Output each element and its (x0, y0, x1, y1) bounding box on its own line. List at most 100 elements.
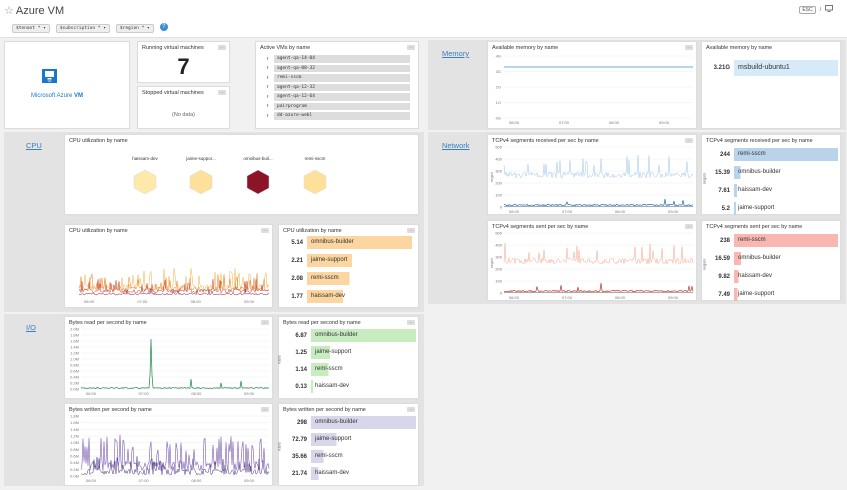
toplist-row[interactable]: 298 omnibus-builder (283, 416, 416, 429)
memory-group-label[interactable]: Memory (442, 49, 470, 58)
y-tick-label: 0.4M (70, 460, 79, 465)
x-tick-label: 06:00 (509, 120, 520, 125)
io-write-toplist-panel: Bytes written per second by name ⋯ 298 om… (277, 403, 419, 486)
toplist-row[interactable]: 7.61 haissam-dev (706, 184, 838, 197)
toplist-row[interactable]: 9.82 haissam-dev (706, 270, 838, 283)
y-tick-label: 1.8M (70, 414, 79, 419)
active-vm-item[interactable]: ↑ pairprogram (266, 102, 410, 112)
net-recv-toplist-title: TCPv4 segments received per sec by name (706, 138, 813, 144)
panel-menu-button[interactable]: ⋯ (218, 45, 226, 50)
y-tick-label: 100 (495, 279, 502, 284)
running-vms-value: 7 (177, 54, 190, 79)
toplist-axis-label: segs/s (701, 172, 707, 185)
panel-menu-button[interactable]: ⋯ (685, 138, 693, 143)
help-icon[interactable]: ? (159, 23, 168, 31)
active-vm-item[interactable]: ↑ agent-qa-12-64 (266, 92, 410, 102)
toplist-label: haissam-dev (307, 290, 412, 303)
toplist-row[interactable]: 1.77 haissam-dev (279, 290, 412, 303)
toplist-row[interactable]: 1.25 jaime-support (283, 346, 416, 359)
arrow-up-icon: ↑ (266, 74, 270, 81)
toplist-value: 16.59 (714, 255, 730, 262)
panel-menu-button[interactable]: ⋯ (407, 407, 415, 412)
subscription-variable[interactable]: $subscription * ▾ (55, 24, 110, 33)
active-vm-item[interactable]: ↑ agent-qa-14-04 (266, 54, 410, 64)
y-tick-label: 1.0M (70, 357, 79, 362)
net-recv-timeseries-chart[interactable]: 500 400 300 200 100 0 06:00 07:00 08:00 09:00 segs… (488, 135, 698, 216)
toplist-value: 1.25 (295, 349, 307, 356)
x-tick-label: 09:00 (659, 120, 670, 125)
net-sent-timeseries-chart[interactable]: 500 400 300 200 100 0 06:00 07:00 08:00 09:00 segs… (488, 221, 698, 302)
memory-timeseries-panel: Available memory by name ⋯ 4G 3G 2G 1G 0G 06:… (487, 41, 697, 129)
panel-menu-button[interactable]: ⋯ (685, 45, 693, 50)
memory-toplist-title: Available memory by name (706, 45, 773, 51)
active-vm-item[interactable]: ↑ dd-azure-webl (266, 111, 410, 121)
io-group-label[interactable]: I/O (26, 323, 37, 332)
toplist-row[interactable]: 35.66 remi-sscm (283, 450, 416, 463)
y-tick-label: 1.4M (70, 345, 79, 350)
panel-menu-button[interactable]: ⋯ (218, 90, 226, 95)
panel-menu-button[interactable]: ⋯ (407, 228, 415, 233)
panel-menu-button[interactable]: ⋯ (261, 407, 269, 412)
io-read-timeseries-chart[interactable]: 2.0M1.8M1.6M1.4M1.2M1.0M0.8M0.6M0.4M0.2M… (65, 317, 274, 400)
io-write-timeseries-chart[interactable]: 1.8M1.6M 1.4M 1.2M1.0M 0.8M 0.6M0.4M 0.2M 0.0M… (65, 404, 274, 487)
toplist-label: remi-sscm (734, 234, 838, 247)
panel-menu-button[interactable]: ⋯ (261, 228, 269, 233)
y-tick-label: 400 (495, 243, 502, 248)
y-tick-label: 2.0M (70, 327, 79, 332)
esc-key-button[interactable]: ESC (799, 5, 816, 14)
hostmap-hexagon[interactable] (303, 169, 327, 195)
toplist-row[interactable]: 6.87 omnibus-builder (283, 329, 416, 342)
y-tick-label: 100 (495, 193, 502, 198)
panel-menu-button[interactable]: ⋯ (685, 224, 693, 229)
y-tick-label: 1.6M (70, 339, 79, 344)
net-sent-timeseries-title: TCPv4 segments sent per sec by name (492, 224, 589, 230)
hostmap-hexagon[interactable] (133, 169, 157, 195)
cpu-group-label[interactable]: CPU (26, 141, 42, 150)
panel-menu-button[interactable]: ⋯ (261, 320, 269, 325)
slash-key: / (819, 6, 821, 13)
memory-timeseries-chart[interactable]: 4G 3G 2G 1G 0G 06:00 07:00 08:00 09:00 (488, 42, 698, 130)
x-tick-label: 06:00 (509, 209, 520, 214)
toplist-label: haissam-dev (311, 380, 416, 393)
toplist-row[interactable]: 0.13 haissam-dev (283, 380, 416, 393)
toplist-row[interactable]: 2.21 jaime-support (279, 254, 412, 267)
toplist-row[interactable]: 5.2 jaime-support (706, 202, 838, 215)
toplist-row[interactable]: 1.14 remi-sscm (283, 363, 416, 376)
active-vms-title: Active VMs by name (260, 45, 311, 51)
toplist-row[interactable]: 244 remi-sscm (706, 148, 838, 161)
toplist-label: remi-sscm (311, 363, 416, 376)
net-sent-timeseries-panel: TCPv4 segments sent per sec by name ⋯ 50… (487, 220, 697, 301)
toplist-row[interactable]: 2.08 remi-sscm (279, 272, 412, 285)
toplist-row[interactable]: 16.59 omnibus-builder (706, 252, 838, 265)
tenant-variable[interactable]: $tenant * ▾ (12, 24, 50, 33)
active-vm-item[interactable]: ↑ remi-sscm (266, 73, 410, 83)
net-sent-toplist-title: TCPv4 segments sent per sec by name (706, 224, 803, 230)
toplist-label: haissam-dev (734, 270, 838, 283)
toplist-row[interactable]: 15.39 omnibus-builder (706, 166, 838, 179)
running-vms-title: Running virtual machines (142, 45, 204, 51)
toplist-row[interactable]: 238 remi-sscm (706, 234, 838, 247)
toplist-value: 3.21G (713, 65, 730, 71)
net-sent-toplist-panel: TCPv4 segments sent per sec by name 238 r… (701, 220, 841, 301)
toplist-row[interactable]: 7.49 jaime-support (706, 288, 838, 301)
azure-vm-logo-panel: VM Microsoft Azure VM (4, 41, 130, 129)
network-group-label[interactable]: Network (442, 141, 470, 150)
active-vm-item[interactable]: ↑ agent-qa-12-32 (266, 83, 410, 93)
tv-mode-icon[interactable] (825, 5, 833, 14)
toplist-row[interactable]: 5.14 omnibus-builder (279, 236, 412, 249)
active-vm-item[interactable]: ↑ agent-qa-08-32 (266, 64, 410, 74)
region-variable[interactable]: $region * ▾ (115, 24, 154, 33)
toplist-label: omnibus-builder (734, 166, 838, 179)
series-line (503, 198, 694, 207)
x-tick-label: 07:00 (562, 295, 573, 300)
toplist-row[interactable]: 21.74 haissam-dev (283, 467, 416, 480)
panel-menu-button[interactable]: ⋯ (407, 320, 415, 325)
toplist-row[interactable]: 72.79 jaime-support (283, 433, 416, 446)
hostmap-hexagon[interactable] (246, 169, 270, 195)
panel-menu-button[interactable]: ⋯ (407, 45, 415, 50)
io-write-timeseries-panel: Bytes written per second by name ⋯ 1.8M 1… (64, 403, 273, 486)
cpu-timeseries-chart[interactable]: 06:00 07:00 08:00 09:00 (65, 225, 274, 309)
x-tick-label: 06:00 (86, 478, 97, 483)
hostmap-hexagon[interactable] (189, 169, 213, 195)
star-icon[interactable]: ☆ (4, 5, 14, 17)
